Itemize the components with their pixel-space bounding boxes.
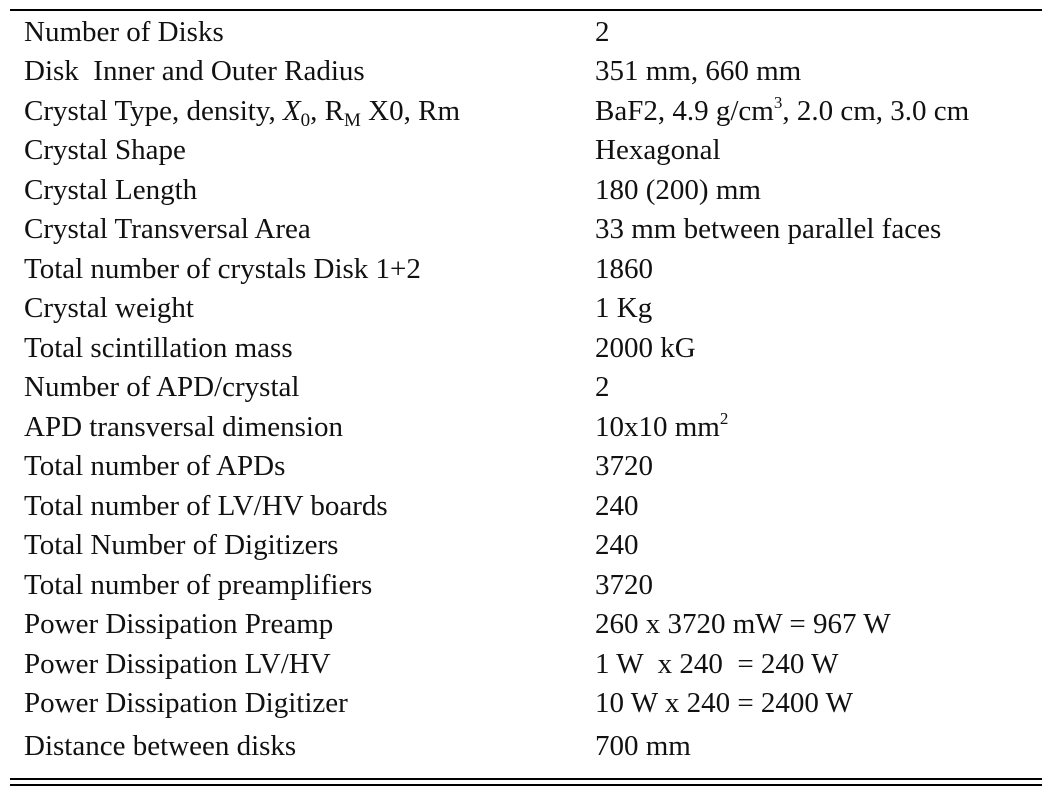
table-row: Crystal Type, density, X0, RM X0, Rm BaF…	[10, 91, 1042, 131]
value-cell: 2	[595, 15, 610, 48]
param-cell: Total number of preamplifiers	[24, 568, 373, 601]
table-row: Power Dissipation Digitizer 10 W x 240 =…	[10, 684, 1042, 724]
table-row: Disk Inner and Outer Radius 351 mm, 660 …	[10, 52, 1042, 92]
table-row: Total number of LV/HV boards 240	[10, 486, 1042, 526]
subscript: M	[344, 109, 361, 131]
param-text: X0, Rm	[360, 94, 461, 127]
table-row: Total number of crystals Disk 1+2 1860	[10, 249, 1042, 289]
param-cell: Crystal weight	[24, 292, 194, 325]
value-text: BaF2, 4.9 g/cm	[595, 94, 774, 127]
table-row: Number of APD/crystal 2	[10, 368, 1042, 408]
table-row: Total Number of Digitizers 240	[10, 526, 1042, 566]
param-cell: Disk Inner and Outer Radius	[24, 55, 365, 88]
value-cell: 240	[595, 489, 639, 522]
value-cell: 1860	[595, 252, 653, 285]
value-cell: 260 x 3720 mW = 967 W	[595, 608, 891, 641]
value-cell: 2	[595, 371, 610, 404]
table-row: Crystal Shape Hexagonal	[10, 131, 1042, 171]
radiation-length-symbol: X	[282, 94, 301, 127]
value-text: 10x10 mm	[595, 410, 720, 443]
top-rule	[10, 9, 1042, 11]
param-cell: Total Number of Digitizers	[24, 529, 339, 562]
param-cell: Crystal Transversal Area	[24, 213, 311, 246]
table-row: Total scintillation mass 2000 kG	[10, 328, 1042, 368]
calorimeter-parameters-table: Number of Disks 2 Disk Inner and Outer R…	[10, 12, 1042, 769]
table-row: APD transversal dimension 10x10 mm2	[10, 407, 1042, 447]
table-row: Number of Disks 2	[10, 12, 1042, 52]
param-cell: Total number of LV/HV boards	[24, 489, 388, 522]
param-cell: Crystal Length	[24, 173, 198, 206]
bottom-rule-double	[10, 784, 1042, 786]
param-cell: Total number of APDs	[24, 450, 286, 483]
value-cell: 33 mm between parallel faces	[595, 213, 942, 246]
value-cell: 351 mm, 660 mm	[595, 55, 802, 88]
subscript: 0	[300, 109, 311, 131]
value-cell: 2000 kG	[595, 331, 696, 364]
value-cell: 10 W x 240 = 2400 W	[595, 687, 854, 720]
param-cell: Power Dissipation Digitizer	[24, 687, 348, 720]
table-row: Total number of APDs 3720	[10, 447, 1042, 487]
bottom-rule	[10, 778, 1042, 780]
table-row: Total number of preamplifiers 3720	[10, 565, 1042, 605]
param-text: , R	[310, 94, 345, 127]
table-row: Crystal weight 1 Kg	[10, 289, 1042, 329]
table-row: Crystal Length 180 (200) mm	[10, 170, 1042, 210]
param-cell: Power Dissipation LV/HV	[24, 647, 331, 680]
value-cell: BaF2, 4.9 g/cm3, 2.0 cm, 3.0 cm	[595, 91, 1042, 131]
value-cell: 700 mm	[595, 730, 691, 762]
value-cell: 10x10 mm2	[595, 407, 1042, 447]
value-cell: 1 Kg	[595, 292, 653, 325]
param-cell: Number of Disks	[24, 15, 224, 48]
param-cell: Power Dissipation Preamp	[24, 608, 334, 641]
param-cell: APD transversal dimension	[24, 410, 343, 443]
param-cell: Total number of crystals Disk 1+2	[24, 252, 421, 285]
table-row: Power Dissipation Preamp 260 x 3720 mW =…	[10, 605, 1042, 645]
value-cell: Hexagonal	[595, 134, 721, 167]
value-cell: 3720	[595, 568, 653, 601]
table-row: Distance between disks 700 mm	[10, 723, 1042, 769]
param-cell: Total scintillation mass	[24, 331, 293, 364]
param-cell: Number of APD/crystal	[24, 371, 300, 404]
value-cell: 240	[595, 529, 639, 562]
value-cell: 180 (200) mm	[595, 173, 761, 206]
value-cell: 3720	[595, 450, 653, 483]
table-row: Power Dissipation LV/HV 1 W x 240 = 240 …	[10, 644, 1042, 684]
param-cell: Distance between disks	[24, 730, 297, 762]
param-text: Crystal Type, density,	[24, 94, 283, 127]
superscript: 2	[719, 408, 729, 428]
superscript: 3	[773, 92, 783, 112]
param-cell: Crystal Shape	[24, 134, 186, 167]
table-row: Crystal Transversal Area 33 mm between p…	[10, 210, 1042, 250]
value-text: , 2.0 cm, 3.0 cm	[782, 94, 970, 127]
value-cell: 1 W x 240 = 240 W	[595, 647, 839, 680]
param-cell: Crystal Type, density, X0, RM X0, Rm	[10, 91, 595, 131]
